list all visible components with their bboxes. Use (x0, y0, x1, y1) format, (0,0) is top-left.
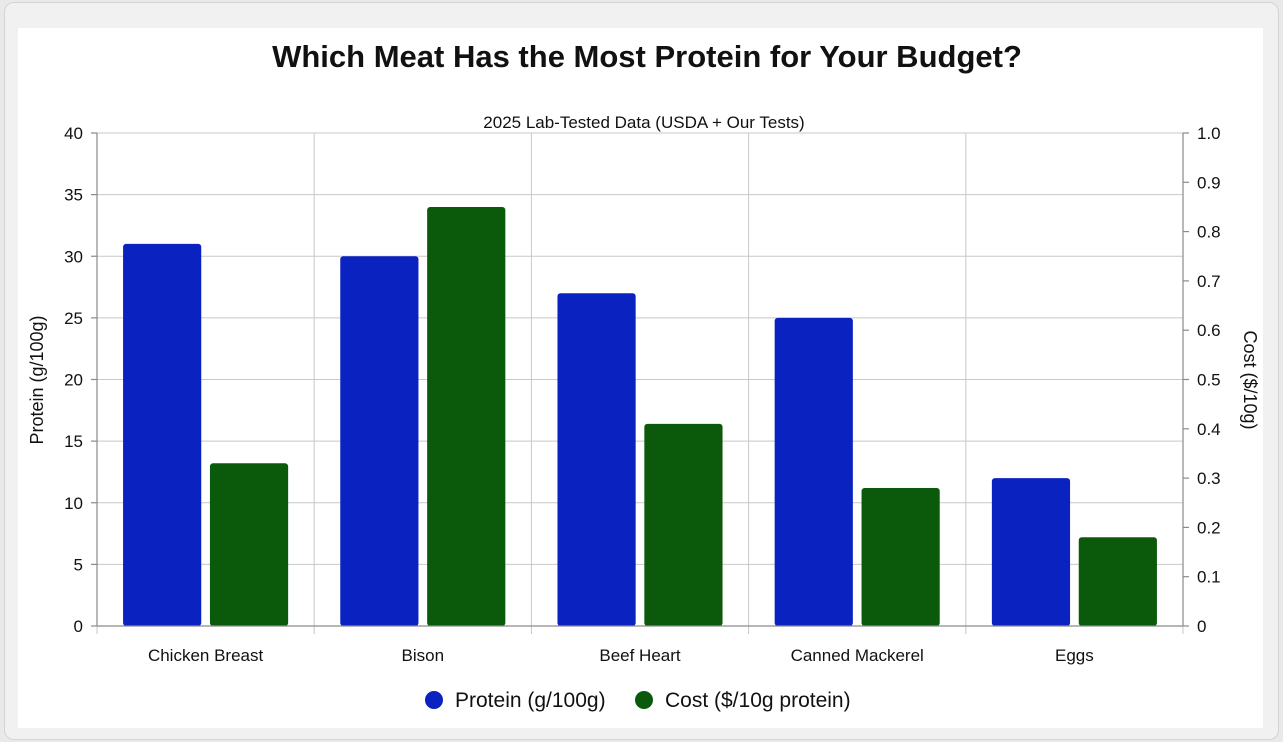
bar-protein (123, 243, 202, 627)
bar-cost (861, 487, 940, 626)
y-left-tick-label: 0 (74, 617, 83, 636)
legend-label: Protein (g/100g) (455, 689, 606, 712)
bar-protein (991, 478, 1071, 626)
y-right-tick-label: 0.3 (1197, 469, 1221, 488)
bar-cost (209, 463, 289, 626)
legend: Protein (g/100g) Cost ($/10g protein) (425, 689, 851, 712)
chart-subtitle: 2025 Lab-Tested Data (USDA + Our Tests) (483, 113, 804, 132)
y-right-tick-label: 1.0 (1197, 124, 1221, 143)
x-category-label: Beef Heart (599, 646, 681, 665)
bar-protein (774, 317, 853, 626)
y-right-tick-label: 0.5 (1197, 371, 1221, 390)
y-right-tick-label: 0.1 (1197, 568, 1221, 587)
chart-title: Which Meat Has the Most Protein for Your… (272, 39, 1022, 74)
y-right-tick-label: 0 (1197, 617, 1206, 636)
y-left-tick-label: 35 (64, 186, 83, 205)
y-left-tick-label: 40 (64, 124, 83, 143)
bar-cost (644, 423, 723, 626)
y-right-tick-label: 0.6 (1197, 321, 1221, 340)
bar-cost (1078, 537, 1157, 626)
y-axis-right-label: Cost ($/10g) (1240, 330, 1260, 429)
axes: 0 5 10 15 20 25 30 35 40 0 0.1 0.2 0.3 0.4 0.5 0.6 0.7 0.… (64, 124, 1221, 665)
x-category-label: Chicken Breast (148, 646, 264, 665)
y-left-tick-label: 10 (64, 494, 83, 513)
y-right-tick-label: 0.4 (1197, 420, 1221, 439)
x-category-label: Eggs (1055, 646, 1094, 665)
y-left-tick-label: 30 (64, 247, 83, 266)
y-left-tick-label: 25 (64, 309, 83, 328)
y-left-tick-label: 5 (74, 555, 83, 574)
y-right-tick-label: 0.7 (1197, 272, 1221, 291)
legend-label: Cost ($/10g protein) (665, 689, 851, 712)
bar-cost (427, 206, 506, 626)
x-category-label: Canned Mackerel (791, 646, 924, 665)
y-right-tick-label: 0.9 (1197, 173, 1221, 192)
bar-protein (340, 256, 419, 626)
bars (123, 206, 1157, 627)
y-left-tick-label: 15 (64, 432, 83, 451)
legend-marker (635, 691, 653, 709)
y-right-tick-label: 0.2 (1197, 518, 1221, 537)
y-right-tick-label: 0.8 (1197, 223, 1221, 242)
legend-marker (425, 691, 443, 709)
bar-protein (557, 293, 636, 626)
y-axis-left-label: Protein (g/100g) (27, 315, 47, 444)
x-category-label: Bison (402, 646, 445, 665)
y-left-tick-label: 20 (64, 371, 83, 390)
